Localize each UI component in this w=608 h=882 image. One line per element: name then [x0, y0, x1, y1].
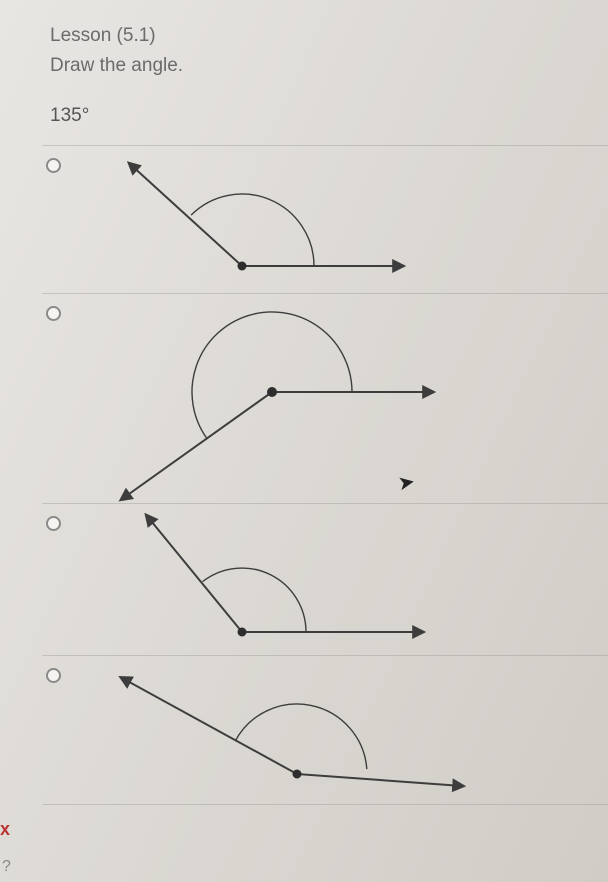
edge-marker-q: ?	[2, 858, 11, 876]
radio-b[interactable]	[46, 306, 61, 321]
angle-diagram-c	[62, 504, 482, 656]
angle-diagram-b	[62, 294, 482, 504]
radio-c[interactable]	[46, 516, 61, 531]
lesson-instruction: Draw the angle.	[50, 55, 608, 77]
option-c[interactable]	[42, 503, 608, 655]
angle-diagram-d	[62, 656, 502, 806]
answer-options	[42, 145, 608, 805]
lesson-heading: Lesson (5.1)	[50, 22, 608, 51]
option-b[interactable]	[42, 293, 608, 503]
angle-diagram-a	[62, 146, 482, 294]
worksheet-page: Lesson (5.1) Draw the angle. 135°	[0, 0, 608, 882]
option-d[interactable]	[42, 655, 608, 805]
edge-marker-x: x	[0, 819, 10, 840]
angle-value-label: 135°	[50, 105, 608, 127]
radio-d[interactable]	[46, 668, 61, 683]
radio-a[interactable]	[46, 158, 61, 173]
option-a[interactable]	[42, 145, 608, 293]
